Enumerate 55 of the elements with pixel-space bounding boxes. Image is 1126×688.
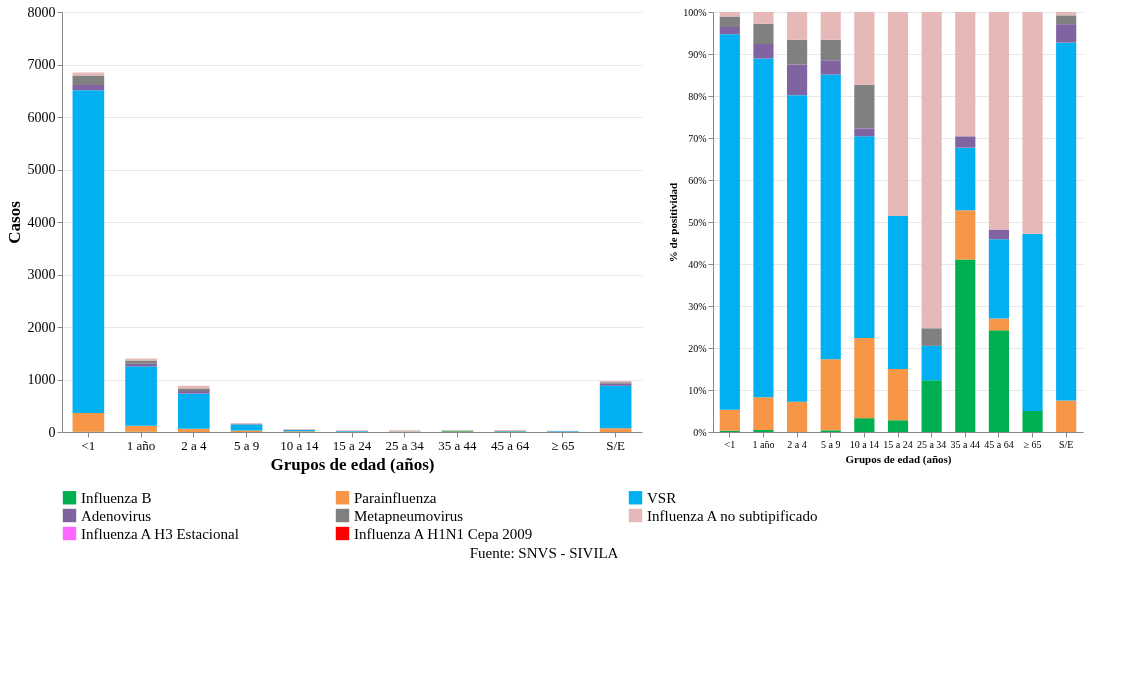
y-tick-label: 40% bbox=[688, 258, 707, 270]
x-tick-label: 25 a 34 bbox=[916, 438, 947, 450]
y-tick-label: 0% bbox=[693, 426, 707, 438]
x-tick-label: 5 a 9 bbox=[233, 437, 260, 453]
x-tick-label: 2 a 4 bbox=[181, 437, 207, 453]
y-axis-title: Casos bbox=[4, 200, 24, 244]
y-tick-label: 90% bbox=[688, 48, 707, 60]
legend-label: Influenza A no subtipificado bbox=[647, 507, 818, 524]
y-tick-label: 6000 bbox=[27, 109, 56, 125]
y-tick-label: 80% bbox=[688, 90, 707, 102]
x-tick-label: 10 a 14 bbox=[849, 438, 880, 450]
y-tick-label: 5000 bbox=[27, 162, 56, 177]
y-tick-label: 4000 bbox=[27, 214, 56, 230]
y-tick-label: 30% bbox=[688, 300, 707, 312]
x-tick-label: <1 bbox=[724, 438, 736, 450]
x-tick-label: 2 a 4 bbox=[787, 438, 807, 450]
y-tick-label: 70% bbox=[688, 132, 707, 144]
x-tick-label: 45 a 64 bbox=[984, 438, 1014, 450]
x-tick-label: ≥ 65 bbox=[1023, 438, 1042, 450]
x-tick-label: 1 año bbox=[752, 438, 775, 450]
x-tick-label: 15 a 24 bbox=[883, 438, 913, 450]
legend-label: Influenza A H3 Estacional bbox=[81, 525, 239, 542]
legend-label: Influenza A H1N1 Cepa 2009 bbox=[354, 525, 533, 542]
y-tick-label: 100% bbox=[683, 6, 707, 18]
x-axis-title: Grupos de edad (años) bbox=[845, 452, 952, 466]
y-tick-label: 8000 bbox=[27, 4, 56, 20]
legend-label: Metapneumovirus bbox=[354, 507, 464, 524]
x-tick-label: 35 a 44 bbox=[438, 437, 478, 453]
legend-label: VSR bbox=[647, 489, 677, 506]
x-tick-label: 1 año bbox=[126, 437, 156, 453]
y-tick-label: 7000 bbox=[27, 57, 56, 72]
x-tick-label: 10 a 14 bbox=[280, 437, 319, 453]
x-tick-label: <1 bbox=[81, 437, 96, 453]
y-tick-label: 10% bbox=[688, 384, 707, 396]
x-axis-title: Grupos de edad (años) bbox=[270, 454, 435, 474]
y-tick-label: 0 bbox=[48, 424, 56, 440]
legend-label: Influenza B bbox=[81, 489, 152, 506]
source-note: Fuente: SNVS - SIVILA bbox=[469, 545, 619, 561]
y-tick-label: 2000 bbox=[27, 319, 56, 335]
y-tick-label: 20% bbox=[688, 342, 707, 354]
legend-label: Parainfluenza bbox=[354, 489, 437, 506]
x-tick-label: ≥ 65 bbox=[551, 437, 575, 453]
y-tick-label: 60% bbox=[688, 174, 707, 186]
x-tick-label: S/E bbox=[1058, 438, 1074, 450]
y-tick-label: 3000 bbox=[27, 267, 56, 282]
x-tick-label: S/E bbox=[606, 437, 626, 453]
y-axis-title: % de positividad bbox=[667, 182, 680, 263]
legend-label: Adenovirus bbox=[81, 507, 152, 524]
y-tick-label: 1000 bbox=[27, 372, 56, 387]
y-tick-label: 50% bbox=[688, 216, 707, 228]
x-tick-label: 5 a 9 bbox=[821, 438, 841, 450]
x-tick-label: 25 a 34 bbox=[385, 437, 425, 453]
x-tick-label: 45 a 64 bbox=[491, 437, 530, 453]
x-tick-label: 15 a 24 bbox=[332, 437, 372, 453]
x-tick-label: 35 a 44 bbox=[950, 438, 980, 450]
